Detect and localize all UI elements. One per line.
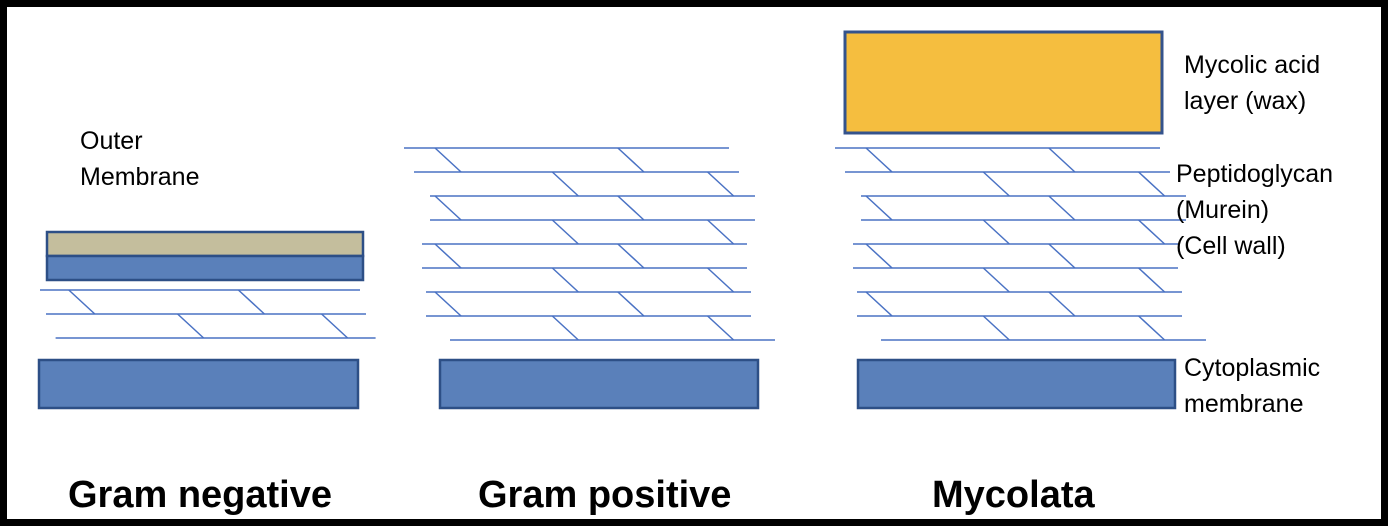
peptidoglycan-crosslink [1048, 243, 1076, 269]
peptidoglycan-crosslink [177, 313, 205, 339]
outer-membrane-label-line1: Outer [80, 127, 143, 155]
outer-membrane-label-line2: Membrane [80, 163, 200, 191]
mycolic-acid-label-line1: Mycolic acid [1184, 51, 1321, 79]
peptidoglycan-crosslink [1138, 219, 1166, 245]
peptidoglycan-crosslink [617, 195, 645, 221]
peptidoglycan-crosslink [551, 171, 579, 197]
peptidoglycan-crosslink [434, 147, 462, 173]
peptidoglycan-crosslink [551, 267, 579, 293]
peptidoglycan-label-line2: (Murein) [1176, 196, 1270, 224]
peptidoglycan-crosslink [982, 315, 1010, 341]
cytoplasmic-membrane-label: Cytoplasmic membrane [1184, 350, 1320, 422]
peptidoglycan-crosslink [707, 219, 735, 245]
gram-negative-panel [37, 230, 376, 410]
peptidoglycan-crosslink [617, 243, 645, 269]
peptidoglycan-crosslink [865, 243, 893, 269]
peptidoglycan-crosslink [982, 267, 1010, 293]
peptidoglycan-crosslink [1138, 267, 1166, 293]
peptidoglycan-crosslink [865, 195, 893, 221]
peptidoglycan-crosslink [551, 219, 579, 245]
gram-positive-caption: Gram positive [478, 474, 732, 516]
outer-membrane-label: Outer Membrane [80, 123, 200, 195]
gram-positive-panel [404, 147, 775, 410]
peptidoglycan-crosslink [1048, 147, 1076, 173]
peptidoglycan-crosslink [865, 291, 893, 317]
outer-membrane-lipid-layer [45, 230, 365, 258]
mycolic-acid-wax-layer [843, 30, 1164, 135]
peptidoglycan-crosslink [707, 171, 735, 197]
peptidoglycan-crosslink [707, 267, 735, 293]
gram-positive-peptidoglycan [404, 147, 775, 341]
peptidoglycan-crosslink [434, 243, 462, 269]
peptidoglycan-crosslink [1138, 315, 1166, 341]
mycolic-acid-label-line2: layer (wax) [1184, 87, 1307, 115]
outer-membrane-blue-layer [45, 254, 365, 282]
peptidoglycan-crosslink [982, 171, 1010, 197]
peptidoglycan-label-line1: Peptidoglycan [1176, 160, 1334, 188]
peptidoglycan-label-line3: (Cell wall) [1176, 232, 1286, 260]
peptidoglycan-crosslink [617, 147, 645, 173]
peptidoglycan-crosslink [707, 315, 735, 341]
peptidoglycan-crosslink [1048, 291, 1076, 317]
peptidoglycan-label: Peptidoglycan (Murein) (Cell wall) [1176, 156, 1333, 264]
mycolata-panel [835, 30, 1206, 410]
gram-negative-cytoplasmic-membrane [37, 358, 360, 410]
peptidoglycan-crosslink [237, 289, 265, 315]
peptidoglycan-crosslink [68, 289, 96, 315]
peptidoglycan-crosslink [551, 315, 579, 341]
peptidoglycan-crosslink [321, 313, 349, 339]
cytoplasmic-membrane-label-line2: membrane [1184, 390, 1304, 418]
gram-negative-peptidoglycan [40, 289, 376, 339]
peptidoglycan-crosslink [1138, 171, 1166, 197]
mycolata-caption: Mycolata [932, 474, 1095, 516]
mycolic-acid-label: Mycolic acid layer (wax) [1184, 47, 1320, 119]
peptidoglycan-crosslink [982, 219, 1010, 245]
peptidoglycan-crosslink [1048, 195, 1076, 221]
mycolata-cytoplasmic-membrane [856, 358, 1177, 410]
peptidoglycan-crosslink [617, 291, 645, 317]
gram-negative-caption: Gram negative [68, 474, 332, 516]
mycolata-peptidoglycan [835, 147, 1206, 341]
peptidoglycan-crosslink [434, 291, 462, 317]
gram-positive-cytoplasmic-membrane [438, 358, 760, 410]
peptidoglycan-crosslink [865, 147, 893, 173]
cytoplasmic-membrane-label-line1: Cytoplasmic [1184, 354, 1321, 382]
peptidoglycan-crosslink [434, 195, 462, 221]
